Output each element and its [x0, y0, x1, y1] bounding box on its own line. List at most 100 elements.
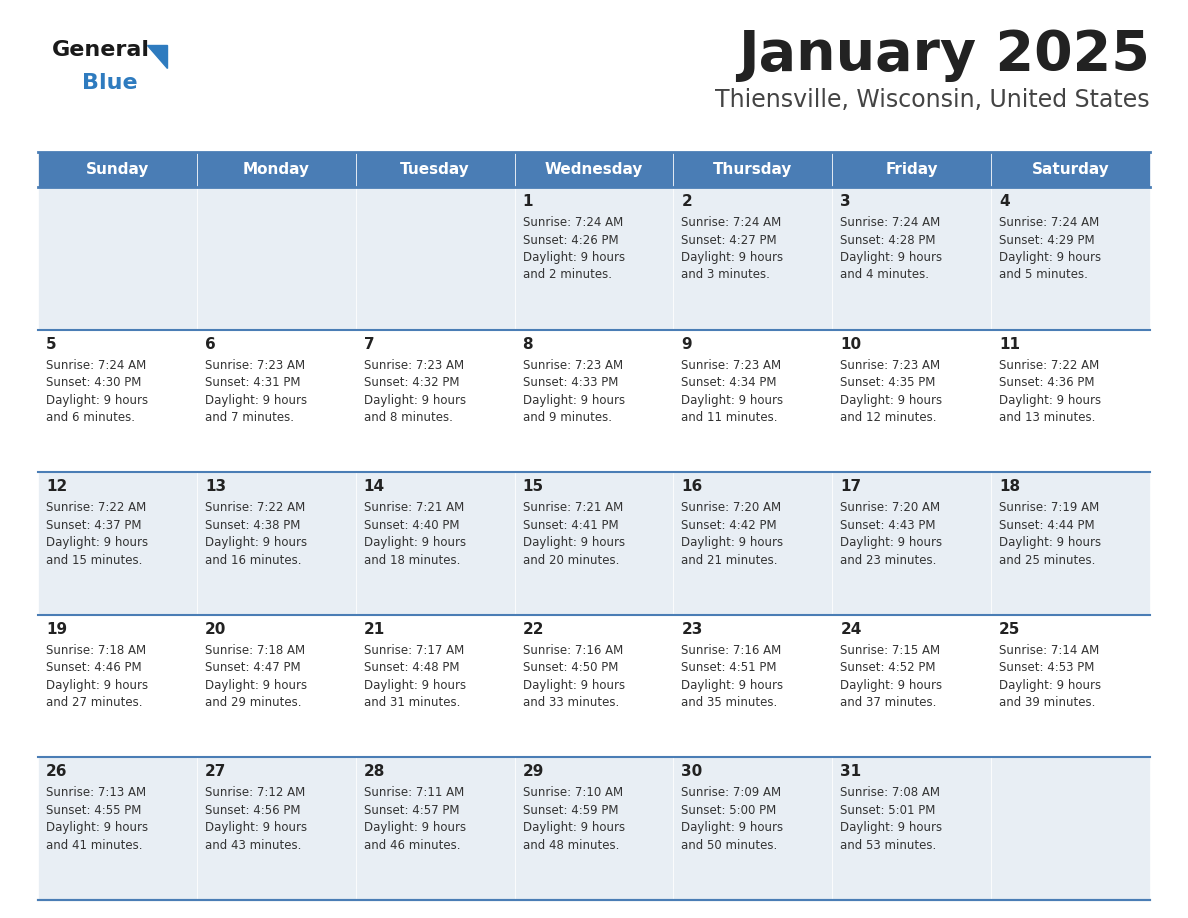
- Text: 20: 20: [204, 621, 226, 637]
- Bar: [197, 757, 355, 900]
- Text: Sunrise: 7:16 AM
Sunset: 4:51 PM
Daylight: 9 hours
and 35 minutes.: Sunrise: 7:16 AM Sunset: 4:51 PM Dayligh…: [682, 644, 784, 710]
- Text: 10: 10: [840, 337, 861, 352]
- Text: Sunrise: 7:08 AM
Sunset: 5:01 PM
Daylight: 9 hours
and 53 minutes.: Sunrise: 7:08 AM Sunset: 5:01 PM Dayligh…: [840, 787, 942, 852]
- Text: Sunrise: 7:14 AM
Sunset: 4:53 PM
Daylight: 9 hours
and 39 minutes.: Sunrise: 7:14 AM Sunset: 4:53 PM Dayligh…: [999, 644, 1101, 710]
- Text: Sunrise: 7:18 AM
Sunset: 4:46 PM
Daylight: 9 hours
and 27 minutes.: Sunrise: 7:18 AM Sunset: 4:46 PM Dayligh…: [46, 644, 148, 710]
- Bar: [197, 152, 355, 187]
- Text: 23: 23: [682, 621, 703, 637]
- Bar: [674, 330, 833, 472]
- Text: Sunrise: 7:22 AM
Sunset: 4:37 PM
Daylight: 9 hours
and 15 minutes.: Sunrise: 7:22 AM Sunset: 4:37 PM Dayligh…: [46, 501, 148, 566]
- Bar: [514, 330, 674, 472]
- Bar: [355, 615, 514, 757]
- Text: January 2025: January 2025: [738, 28, 1150, 82]
- Bar: [674, 615, 833, 757]
- Text: 5: 5: [46, 337, 57, 352]
- Bar: [38, 330, 197, 472]
- Bar: [674, 152, 833, 187]
- Text: Sunrise: 7:18 AM
Sunset: 4:47 PM
Daylight: 9 hours
and 29 minutes.: Sunrise: 7:18 AM Sunset: 4:47 PM Dayligh…: [204, 644, 307, 710]
- Text: Thursday: Thursday: [713, 162, 792, 177]
- Text: 31: 31: [840, 765, 861, 779]
- Bar: [833, 187, 991, 330]
- Bar: [991, 330, 1150, 472]
- Text: 25: 25: [999, 621, 1020, 637]
- Bar: [355, 330, 514, 472]
- Text: Sunrise: 7:24 AM
Sunset: 4:27 PM
Daylight: 9 hours
and 3 minutes.: Sunrise: 7:24 AM Sunset: 4:27 PM Dayligh…: [682, 216, 784, 282]
- Text: Sunrise: 7:15 AM
Sunset: 4:52 PM
Daylight: 9 hours
and 37 minutes.: Sunrise: 7:15 AM Sunset: 4:52 PM Dayligh…: [840, 644, 942, 710]
- Text: Sunrise: 7:21 AM
Sunset: 4:40 PM
Daylight: 9 hours
and 18 minutes.: Sunrise: 7:21 AM Sunset: 4:40 PM Dayligh…: [364, 501, 466, 566]
- Bar: [991, 615, 1150, 757]
- Text: 11: 11: [999, 337, 1020, 352]
- Text: Blue: Blue: [82, 73, 138, 93]
- Bar: [833, 757, 991, 900]
- Bar: [197, 187, 355, 330]
- Bar: [38, 615, 197, 757]
- Text: 28: 28: [364, 765, 385, 779]
- Text: 26: 26: [46, 765, 68, 779]
- Text: 14: 14: [364, 479, 385, 494]
- Bar: [991, 757, 1150, 900]
- Text: General: General: [52, 40, 150, 60]
- Bar: [38, 187, 197, 330]
- Bar: [38, 152, 197, 187]
- Bar: [991, 187, 1150, 330]
- Text: 18: 18: [999, 479, 1020, 494]
- Text: 4: 4: [999, 194, 1010, 209]
- Text: 24: 24: [840, 621, 861, 637]
- Text: Sunrise: 7:24 AM
Sunset: 4:30 PM
Daylight: 9 hours
and 6 minutes.: Sunrise: 7:24 AM Sunset: 4:30 PM Dayligh…: [46, 359, 148, 424]
- Bar: [674, 187, 833, 330]
- Bar: [991, 472, 1150, 615]
- Bar: [991, 152, 1150, 187]
- Bar: [514, 615, 674, 757]
- Text: Sunrise: 7:20 AM
Sunset: 4:43 PM
Daylight: 9 hours
and 23 minutes.: Sunrise: 7:20 AM Sunset: 4:43 PM Dayligh…: [840, 501, 942, 566]
- Polygon shape: [147, 45, 168, 68]
- Bar: [514, 472, 674, 615]
- Text: Sunrise: 7:23 AM
Sunset: 4:34 PM
Daylight: 9 hours
and 11 minutes.: Sunrise: 7:23 AM Sunset: 4:34 PM Dayligh…: [682, 359, 784, 424]
- Text: 8: 8: [523, 337, 533, 352]
- Text: Sunrise: 7:24 AM
Sunset: 4:29 PM
Daylight: 9 hours
and 5 minutes.: Sunrise: 7:24 AM Sunset: 4:29 PM Dayligh…: [999, 216, 1101, 282]
- Bar: [514, 187, 674, 330]
- Text: 27: 27: [204, 765, 226, 779]
- Text: Sunrise: 7:11 AM
Sunset: 4:57 PM
Daylight: 9 hours
and 46 minutes.: Sunrise: 7:11 AM Sunset: 4:57 PM Dayligh…: [364, 787, 466, 852]
- Text: 13: 13: [204, 479, 226, 494]
- Bar: [38, 472, 197, 615]
- Text: Sunrise: 7:10 AM
Sunset: 4:59 PM
Daylight: 9 hours
and 48 minutes.: Sunrise: 7:10 AM Sunset: 4:59 PM Dayligh…: [523, 787, 625, 852]
- Text: Sunrise: 7:23 AM
Sunset: 4:35 PM
Daylight: 9 hours
and 12 minutes.: Sunrise: 7:23 AM Sunset: 4:35 PM Dayligh…: [840, 359, 942, 424]
- Text: Sunrise: 7:22 AM
Sunset: 4:38 PM
Daylight: 9 hours
and 16 minutes.: Sunrise: 7:22 AM Sunset: 4:38 PM Dayligh…: [204, 501, 307, 566]
- Text: Sunrise: 7:21 AM
Sunset: 4:41 PM
Daylight: 9 hours
and 20 minutes.: Sunrise: 7:21 AM Sunset: 4:41 PM Dayligh…: [523, 501, 625, 566]
- Bar: [197, 472, 355, 615]
- Text: Sunrise: 7:16 AM
Sunset: 4:50 PM
Daylight: 9 hours
and 33 minutes.: Sunrise: 7:16 AM Sunset: 4:50 PM Dayligh…: [523, 644, 625, 710]
- Bar: [833, 330, 991, 472]
- Text: Sunrise: 7:24 AM
Sunset: 4:26 PM
Daylight: 9 hours
and 2 minutes.: Sunrise: 7:24 AM Sunset: 4:26 PM Dayligh…: [523, 216, 625, 282]
- Text: Sunrise: 7:12 AM
Sunset: 4:56 PM
Daylight: 9 hours
and 43 minutes.: Sunrise: 7:12 AM Sunset: 4:56 PM Dayligh…: [204, 787, 307, 852]
- Text: 29: 29: [523, 765, 544, 779]
- Text: 3: 3: [840, 194, 851, 209]
- Bar: [355, 757, 514, 900]
- Bar: [674, 757, 833, 900]
- Text: Sunrise: 7:24 AM
Sunset: 4:28 PM
Daylight: 9 hours
and 4 minutes.: Sunrise: 7:24 AM Sunset: 4:28 PM Dayligh…: [840, 216, 942, 282]
- Text: Sunrise: 7:13 AM
Sunset: 4:55 PM
Daylight: 9 hours
and 41 minutes.: Sunrise: 7:13 AM Sunset: 4:55 PM Dayligh…: [46, 787, 148, 852]
- Text: Sunrise: 7:23 AM
Sunset: 4:33 PM
Daylight: 9 hours
and 9 minutes.: Sunrise: 7:23 AM Sunset: 4:33 PM Dayligh…: [523, 359, 625, 424]
- Text: Sunrise: 7:23 AM
Sunset: 4:32 PM
Daylight: 9 hours
and 8 minutes.: Sunrise: 7:23 AM Sunset: 4:32 PM Dayligh…: [364, 359, 466, 424]
- Text: 1: 1: [523, 194, 533, 209]
- Text: 16: 16: [682, 479, 702, 494]
- Bar: [514, 152, 674, 187]
- Text: 9: 9: [682, 337, 693, 352]
- Bar: [355, 152, 514, 187]
- Text: 7: 7: [364, 337, 374, 352]
- Bar: [197, 330, 355, 472]
- Bar: [355, 187, 514, 330]
- Bar: [38, 757, 197, 900]
- Bar: [833, 615, 991, 757]
- Text: 15: 15: [523, 479, 544, 494]
- Text: Sunrise: 7:17 AM
Sunset: 4:48 PM
Daylight: 9 hours
and 31 minutes.: Sunrise: 7:17 AM Sunset: 4:48 PM Dayligh…: [364, 644, 466, 710]
- Bar: [355, 472, 514, 615]
- Text: Thiensville, Wisconsin, United States: Thiensville, Wisconsin, United States: [715, 88, 1150, 112]
- Text: 30: 30: [682, 765, 702, 779]
- Text: Sunrise: 7:09 AM
Sunset: 5:00 PM
Daylight: 9 hours
and 50 minutes.: Sunrise: 7:09 AM Sunset: 5:00 PM Dayligh…: [682, 787, 784, 852]
- Bar: [833, 472, 991, 615]
- Bar: [674, 472, 833, 615]
- Text: 6: 6: [204, 337, 215, 352]
- Bar: [833, 152, 991, 187]
- Text: 12: 12: [46, 479, 68, 494]
- Text: Sunrise: 7:22 AM
Sunset: 4:36 PM
Daylight: 9 hours
and 13 minutes.: Sunrise: 7:22 AM Sunset: 4:36 PM Dayligh…: [999, 359, 1101, 424]
